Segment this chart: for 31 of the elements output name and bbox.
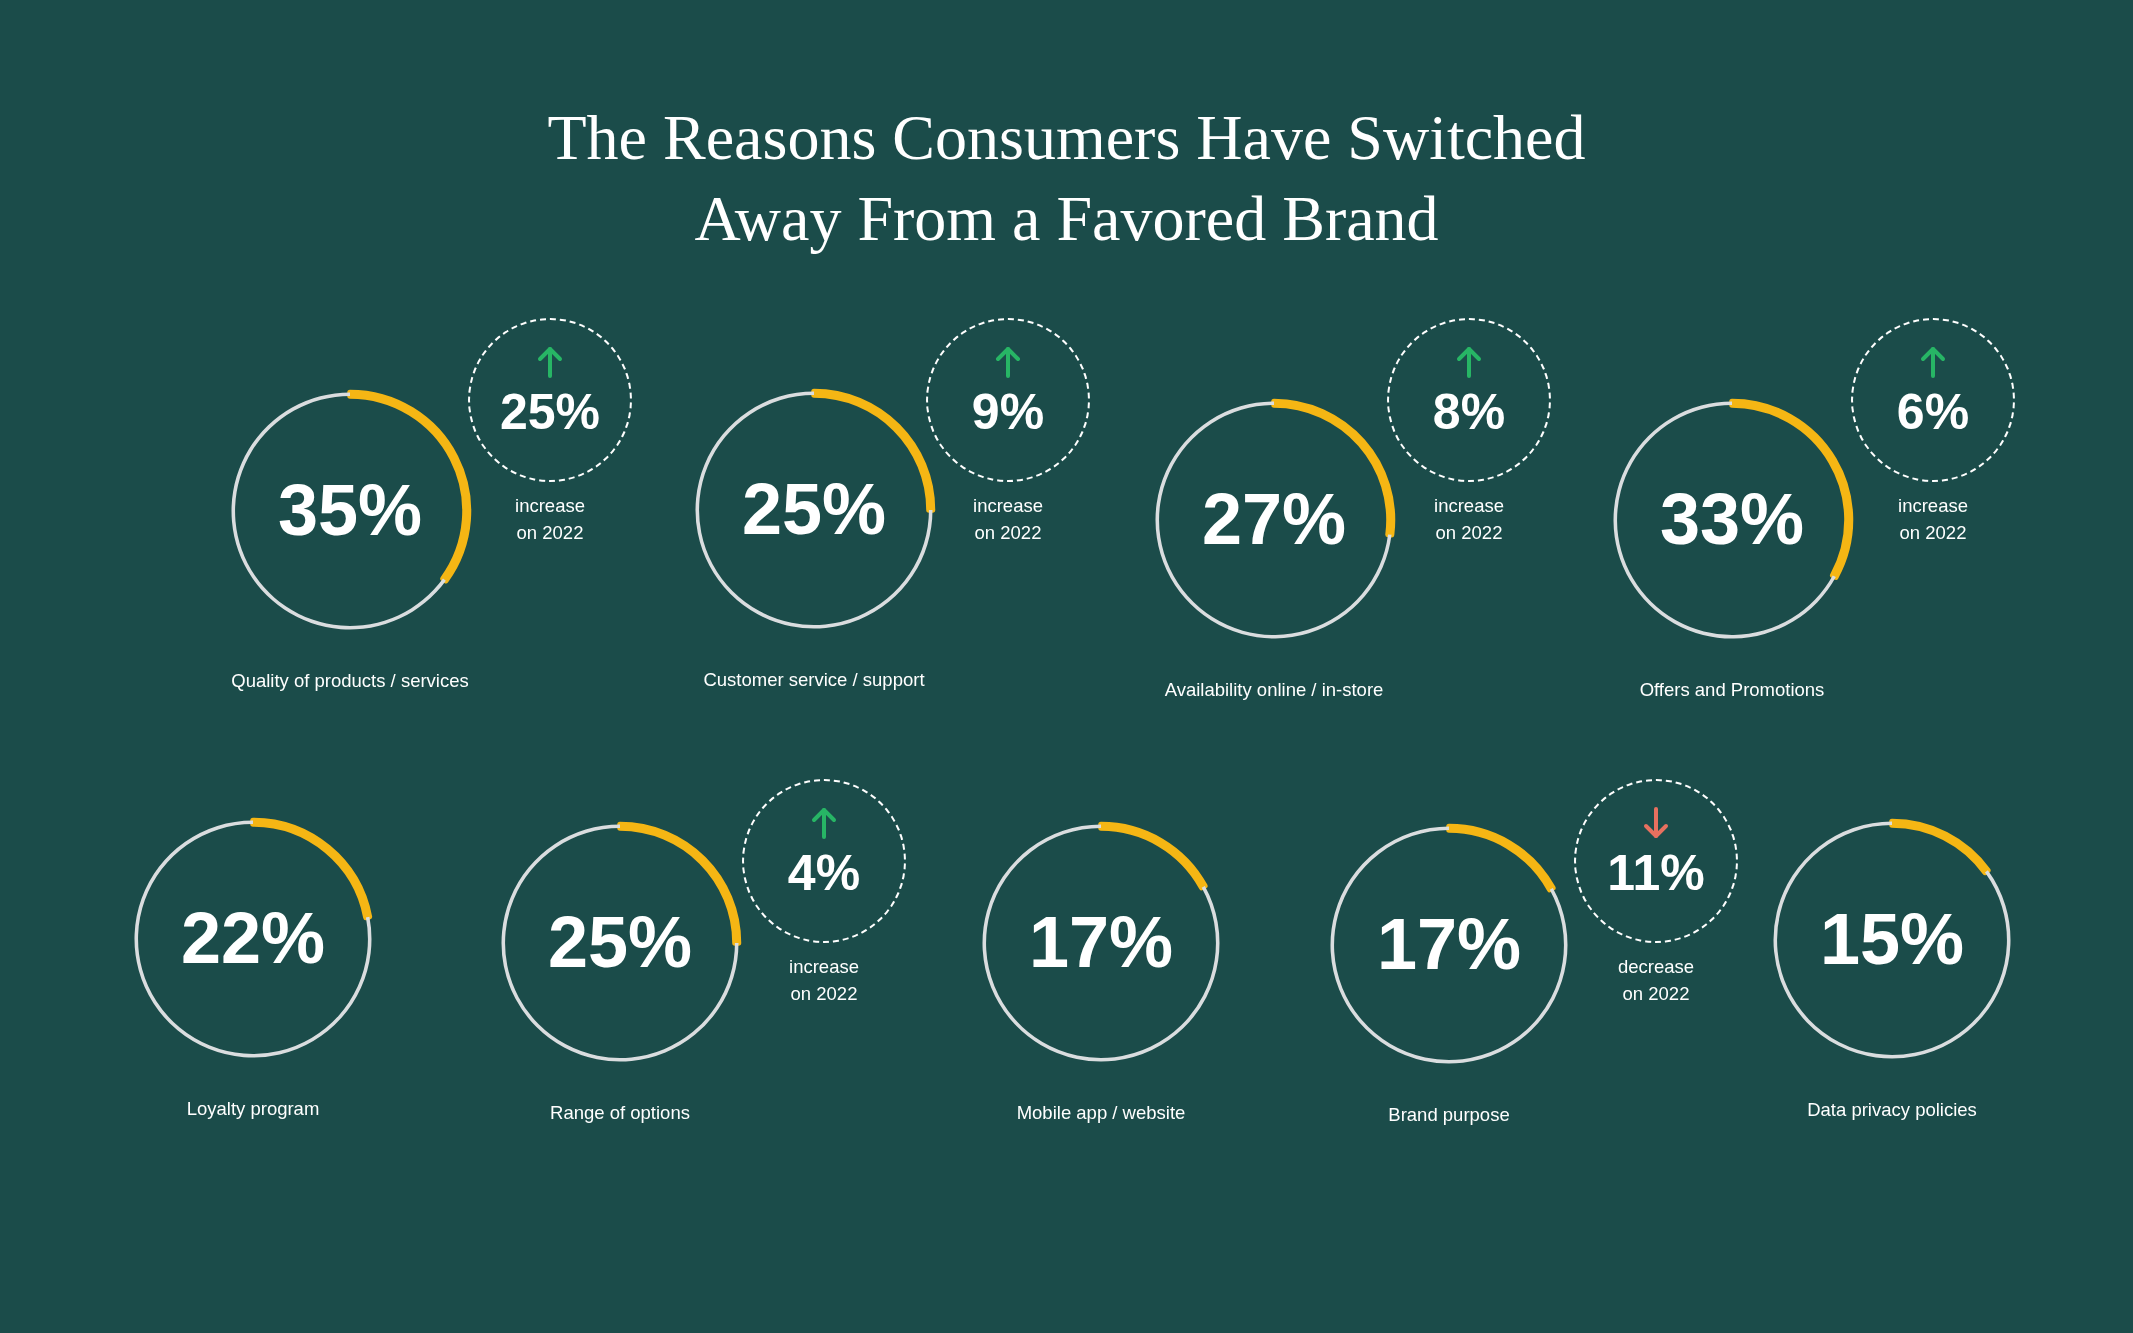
text: Offers and Promotions — [1639, 678, 1825, 702]
text: Customer service / support — [703, 668, 925, 692]
text: Mobile app / website — [1016, 1101, 1186, 1125]
text: increase on 2022 — [514, 493, 586, 545]
text: The Reasons Consumers Have Switched Away From a Favored Brand — [546, 101, 1587, 256]
data-label: 15% — [1819, 898, 1965, 979]
data-label: 25% — [547, 901, 693, 982]
text: Loyalty program — [186, 1097, 320, 1121]
text: Availability online / in-store — [1164, 678, 1384, 702]
text: 6% — [1895, 384, 1971, 440]
data-label: 33% — [1659, 478, 1805, 559]
data-label: 17% — [1376, 903, 1522, 984]
text: decrease on 2022 — [1616, 954, 1696, 1006]
text: increase on 2022 — [1897, 493, 1969, 545]
text: Range of options — [550, 1101, 690, 1125]
text: 8% — [1431, 384, 1507, 440]
text: Brand purpose — [1388, 1103, 1510, 1127]
text: Quality of products / services — [231, 669, 469, 693]
text: 4% — [786, 845, 862, 901]
text: increase on 2022 — [1433, 493, 1505, 545]
text: increase on 2022 — [972, 493, 1044, 545]
text: increase on 2022 — [788, 954, 860, 1006]
data-label: 27% — [1201, 478, 1347, 559]
data-label: 35% — [277, 469, 423, 550]
text: 9% — [970, 384, 1046, 440]
data-label: 17% — [1028, 901, 1174, 982]
text: Data privacy policies — [1807, 1098, 1977, 1122]
text: 11% — [1606, 845, 1706, 901]
data-label: 25% — [741, 468, 887, 549]
text: 25% — [498, 384, 602, 440]
data-label: 22% — [180, 897, 326, 978]
